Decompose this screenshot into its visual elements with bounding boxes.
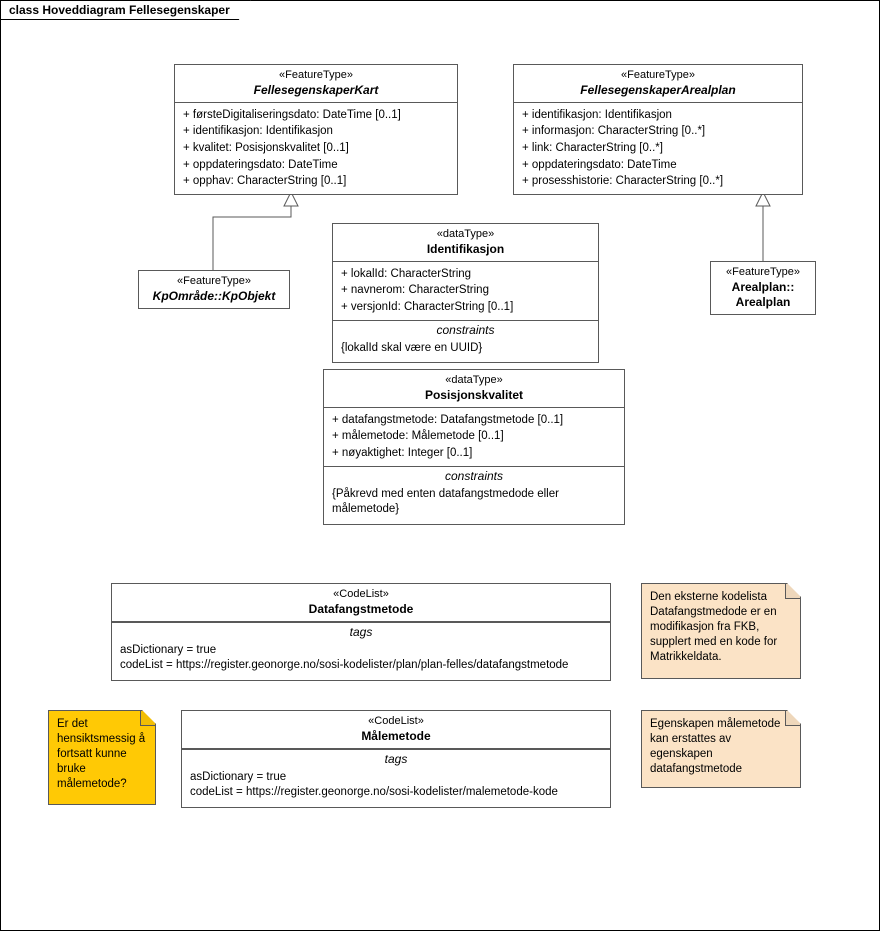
class-attrs: + lokalId: CharacterString + navnerom: C… <box>333 262 598 320</box>
class-head: «FeatureType» FellesegenskaperKart <box>175 65 457 103</box>
class-name-line2: Arealplan <box>717 295 809 310</box>
class-felleskart: «FeatureType» FellesegenskaperKart + før… <box>174 64 458 195</box>
constraints-title: constraints <box>324 466 624 485</box>
class-name: Identifikasjon <box>339 242 592 257</box>
stereotype: «dataType» <box>330 374 618 388</box>
attr: + nøyaktighet: Integer [0..1] <box>332 445 616 462</box>
class-arealplan: «FeatureType» Arealplan:: Arealplan <box>710 261 816 315</box>
class-identifikasjon: «dataType» Identifikasjon + lokalId: Cha… <box>332 223 599 363</box>
attr: + navnerom: CharacterString <box>341 282 590 299</box>
stereotype: «dataType» <box>339 228 592 242</box>
tags-title: tags <box>182 749 610 768</box>
stereotype: «FeatureType» <box>520 69 796 83</box>
class-head: «FeatureType» KpOmråde::KpObjekt <box>139 271 289 308</box>
class-head: «dataType» Identifikasjon <box>333 224 598 262</box>
class-datafangstmetode: «CodeList» Datafangstmetode tags asDicti… <box>111 583 611 681</box>
class-malemetode: «CodeList» Målemetode tags asDictionary … <box>181 710 611 808</box>
note-question: Er det hensiktsmessig å fortsatt kunne b… <box>48 710 156 805</box>
attr: + førsteDigitaliseringsdato: DateTime [0… <box>183 107 449 124</box>
attr: + opphav: CharacterString [0..1] <box>183 173 449 190</box>
tag: asDictionary = true <box>190 770 602 786</box>
class-attrs: + datafangstmetode: Datafangstmetode [0.… <box>324 408 624 466</box>
class-fellesarealplan: «FeatureType» FellesegenskaperArealplan … <box>513 64 803 195</box>
attr: + informasjon: CharacterString [0..*] <box>522 123 794 140</box>
class-attrs: + identifikasjon: Identifikasjon + infor… <box>514 103 802 194</box>
stereotype: «CodeList» <box>118 588 604 602</box>
attr: + målemetode: Målemetode [0..1] <box>332 428 616 445</box>
tags-title: tags <box>112 622 610 641</box>
attr: + identifikasjon: Identifikasjon <box>522 107 794 124</box>
uml-diagram: class Hoveddiagram Fellesegenskaper «Fea… <box>0 0 880 931</box>
class-head: «FeatureType» Arealplan:: Arealplan <box>711 262 815 314</box>
stereotype: «CodeList» <box>188 715 604 729</box>
stereotype: «FeatureType» <box>181 69 451 83</box>
gen-line-1 <box>213 206 291 270</box>
constraints: {lokalId skal være en UUID} <box>333 339 598 363</box>
tags-body: asDictionary = true codeList = https://r… <box>182 768 610 807</box>
attr: + lokalId: CharacterString <box>341 266 590 283</box>
tags-body: asDictionary = true codeList = https://r… <box>112 641 610 680</box>
class-head: «CodeList» Målemetode <box>182 711 610 749</box>
stereotype: «FeatureType» <box>717 266 809 280</box>
attr: + identifikasjon: Identifikasjon <box>183 123 449 140</box>
attr: + kvalitet: Posisjonskvalitet [0..1] <box>183 140 449 157</box>
tag: codeList = https://register.geonorge.no/… <box>120 658 602 674</box>
attr: + datafangstmetode: Datafangstmetode [0.… <box>332 412 616 429</box>
attr: + oppdateringsdato: DateTime <box>183 157 449 174</box>
class-attrs: + førsteDigitaliseringsdato: DateTime [0… <box>175 103 457 194</box>
class-posisjonskvalitet: «dataType» Posisjonskvalitet + datafangs… <box>323 369 625 525</box>
class-name: Målemetode <box>188 729 604 744</box>
class-head: «FeatureType» FellesegenskaperArealplan <box>514 65 802 103</box>
class-kpomrade: «FeatureType» KpOmråde::KpObjekt <box>138 270 290 309</box>
note-text: Er det hensiktsmessig å fortsatt kunne b… <box>57 718 145 790</box>
diagram-title-tab: class Hoveddiagram Fellesegenskaper <box>0 0 251 20</box>
attr: + versjonId: CharacterString [0..1] <box>341 299 590 316</box>
diagram-title: class Hoveddiagram Fellesegenskaper <box>9 3 230 17</box>
stereotype: «FeatureType» <box>145 275 283 289</box>
class-name: KpOmråde::KpObjekt <box>145 289 283 304</box>
class-name: FellesegenskaperKart <box>181 83 451 98</box>
class-name-line1: Arealplan:: <box>717 280 809 295</box>
constraints: {Påkrevd med enten datafangstmedode elle… <box>324 485 624 524</box>
attr: + link: CharacterString [0..*] <box>522 140 794 157</box>
tag: asDictionary = true <box>120 643 602 659</box>
class-name: FellesegenskaperArealplan <box>520 83 796 98</box>
attr: + prosesshistorie: CharacterString [0..*… <box>522 173 794 190</box>
class-head: «dataType» Posisjonskvalitet <box>324 370 624 408</box>
tag: codeList = https://register.geonorge.no/… <box>190 785 602 801</box>
class-head: «CodeList» Datafangstmetode <box>112 584 610 622</box>
note-text: Den eksterne kodelista Datafangstmedode … <box>650 591 777 663</box>
constraints-title: constraints <box>333 320 598 339</box>
note-text: Egenskapen målemetode kan erstattes av e… <box>650 718 780 775</box>
class-name: Posisjonskvalitet <box>330 388 618 403</box>
note-datafangst: Den eksterne kodelista Datafangstmedode … <box>641 583 801 679</box>
class-name: Datafangstmetode <box>118 602 604 617</box>
note-malemetode: Egenskapen målemetode kan erstattes av e… <box>641 710 801 788</box>
attr: + oppdateringsdato: DateTime <box>522 157 794 174</box>
